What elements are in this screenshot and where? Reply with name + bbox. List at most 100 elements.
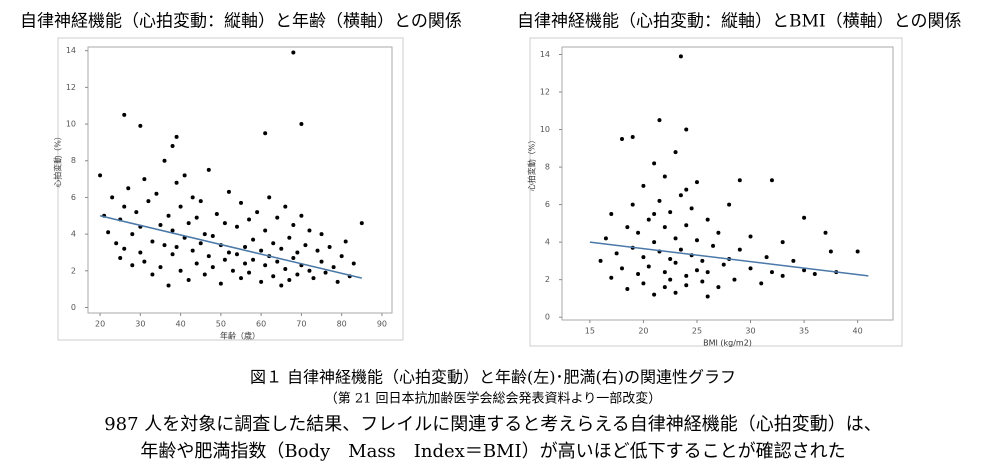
- x-axis-label: BMI (kg/m2): [703, 339, 752, 348]
- data-point: [283, 266, 288, 271]
- data-point: [158, 265, 163, 270]
- data-point: [359, 221, 364, 226]
- data-point: [222, 257, 227, 262]
- data-point: [684, 283, 689, 288]
- data-point: [230, 268, 235, 273]
- data-point: [190, 248, 195, 253]
- y-tick-label: 8: [71, 156, 76, 165]
- data-point: [251, 237, 256, 242]
- data-point: [182, 173, 187, 178]
- data-point: [259, 279, 264, 284]
- data-point: [130, 263, 135, 268]
- data-point: [283, 204, 288, 209]
- data-point: [158, 222, 163, 227]
- data-point: [174, 180, 179, 185]
- x-tick-label: 30: [745, 327, 755, 336]
- data-point: [630, 135, 635, 140]
- data-point: [769, 178, 774, 183]
- y-tick-label: 6: [71, 193, 76, 202]
- data-point: [271, 241, 276, 246]
- x-tick-label: 35: [799, 327, 809, 336]
- data-point: [636, 272, 641, 277]
- data-point: [823, 230, 828, 235]
- data-point: [327, 244, 332, 249]
- data-point: [673, 290, 678, 295]
- data-point: [198, 199, 203, 204]
- data-point: [780, 273, 785, 278]
- data-point: [174, 244, 179, 249]
- data-point: [619, 136, 624, 141]
- data-point: [684, 273, 689, 278]
- chart-title: 自律神経機能（心拍変動：縦軸）とBMI（横軸）との関係: [517, 12, 961, 32]
- y-tick-label: 12: [540, 88, 550, 97]
- data-point: [652, 292, 657, 297]
- data-point: [142, 259, 147, 264]
- data-point: [202, 272, 207, 277]
- data-point: [619, 266, 624, 271]
- y-tick-label: 2: [71, 266, 76, 275]
- data-point: [275, 259, 280, 264]
- data-point: [239, 276, 244, 281]
- data-point: [641, 183, 646, 188]
- y-tick-label: 4: [71, 230, 76, 239]
- data-point: [609, 275, 614, 280]
- data-point: [198, 241, 203, 246]
- data-point: [174, 134, 179, 139]
- data-point: [150, 239, 155, 244]
- data-point: [162, 158, 167, 163]
- y-tick-label: 6: [545, 200, 550, 209]
- data-point: [711, 243, 716, 248]
- data-point: [673, 236, 678, 241]
- data-point: [138, 250, 143, 255]
- data-point: [218, 281, 223, 286]
- data-point: [668, 277, 673, 282]
- data-point: [689, 206, 694, 211]
- data-point: [812, 272, 817, 277]
- trend-line: [589, 241, 869, 277]
- data-point: [791, 258, 796, 263]
- data-point: [243, 261, 248, 266]
- x-tick-label: 70: [296, 320, 306, 329]
- data-point: [122, 112, 127, 117]
- data-point: [732, 277, 737, 282]
- data-point: [194, 215, 199, 220]
- data-point: [170, 228, 175, 233]
- x-tick-label: 15: [585, 327, 595, 336]
- data-point: [603, 236, 608, 241]
- data-point: [769, 270, 774, 275]
- data-point: [106, 230, 111, 235]
- x-tick-label: 40: [853, 327, 863, 336]
- x-tick-label: 80: [337, 320, 347, 329]
- data-point: [114, 241, 119, 246]
- data-point: [166, 213, 171, 218]
- data-point: [134, 210, 139, 215]
- x-tick-label: 40: [176, 320, 186, 329]
- y-tick-label: 0: [545, 313, 550, 322]
- data-point: [186, 277, 191, 282]
- data-point: [263, 263, 268, 268]
- y-tick-label: 14: [66, 46, 76, 55]
- data-point: [828, 249, 833, 254]
- data-point: [678, 247, 683, 252]
- data-point: [110, 195, 115, 200]
- data-point: [234, 252, 239, 257]
- data-point: [247, 217, 252, 222]
- data-point: [311, 276, 316, 281]
- x-tick-label: 50: [216, 320, 226, 329]
- data-point: [263, 228, 268, 233]
- y-tick-label: 10: [540, 125, 550, 134]
- data-point: [178, 268, 183, 273]
- data-point: [247, 270, 252, 275]
- data-point: [646, 217, 651, 222]
- data-point: [636, 230, 641, 235]
- data-point: [206, 167, 211, 172]
- data-point: [705, 217, 710, 222]
- data-point: [630, 202, 635, 207]
- data-point: [307, 228, 312, 233]
- data-point: [210, 265, 215, 270]
- data-point: [291, 222, 296, 227]
- data-point: [748, 266, 753, 271]
- data-point: [662, 285, 667, 290]
- data-point: [694, 180, 699, 185]
- data-point: [299, 122, 304, 127]
